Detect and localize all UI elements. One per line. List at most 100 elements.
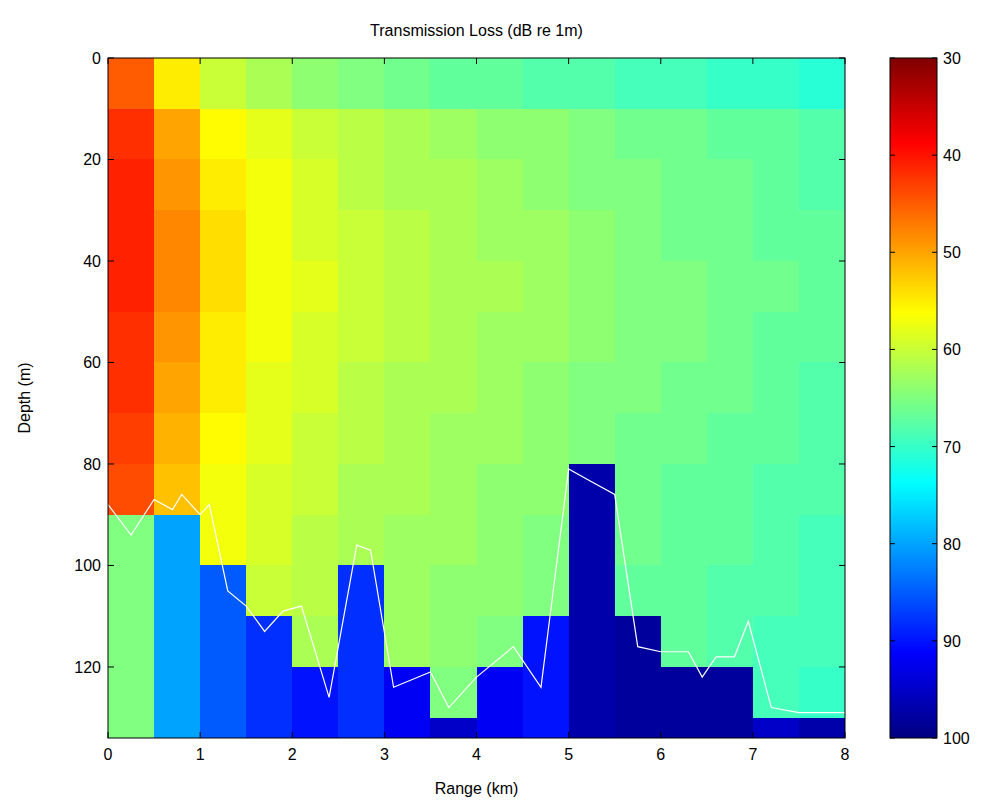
cell — [384, 210, 431, 261]
cell — [707, 413, 754, 464]
colorbar — [890, 58, 937, 738]
cell — [338, 667, 385, 718]
cell — [569, 616, 616, 667]
colorbar-tick — [932, 58, 937, 59]
cell — [707, 464, 754, 515]
cell — [753, 261, 800, 312]
cell — [154, 413, 201, 464]
cell — [338, 515, 385, 566]
cell — [753, 616, 800, 667]
cell — [200, 667, 247, 718]
cell — [246, 58, 293, 109]
cell — [246, 464, 293, 515]
colorbar-tick — [890, 640, 895, 641]
cell — [799, 718, 845, 738]
cell — [569, 667, 616, 718]
cell — [338, 159, 385, 210]
cell — [661, 616, 708, 667]
cell — [477, 464, 524, 515]
cell — [661, 464, 708, 515]
x-tick — [108, 58, 109, 64]
cell — [338, 718, 385, 738]
y-tick-label: 100 — [74, 557, 101, 574]
y-tick-label: 40 — [83, 253, 101, 270]
cell — [477, 515, 524, 566]
cell — [569, 515, 616, 566]
cell — [292, 413, 339, 464]
cell — [661, 413, 708, 464]
cell — [661, 109, 708, 160]
cell — [200, 159, 247, 210]
cell — [430, 58, 477, 109]
y-tick — [108, 159, 114, 160]
x-tick — [292, 732, 293, 738]
cell — [753, 464, 800, 515]
cell — [707, 210, 754, 261]
cell — [430, 159, 477, 210]
cell — [108, 464, 155, 515]
cell — [384, 616, 431, 667]
cell — [108, 667, 155, 718]
cell — [753, 159, 800, 210]
cell — [338, 109, 385, 160]
y-tick-label: 120 — [74, 659, 101, 676]
cell — [615, 616, 662, 667]
cell — [292, 109, 339, 160]
cell — [338, 261, 385, 312]
cell — [615, 565, 662, 616]
cell — [523, 312, 570, 363]
cell — [661, 565, 708, 616]
cell — [154, 159, 201, 210]
colorbar-tick — [890, 543, 895, 544]
cell — [615, 362, 662, 413]
cell — [384, 312, 431, 363]
cell — [154, 261, 201, 312]
cell — [338, 312, 385, 363]
cell — [477, 667, 524, 718]
cell — [523, 565, 570, 616]
x-tick — [292, 58, 293, 64]
cell — [200, 616, 247, 667]
cell — [246, 261, 293, 312]
cell — [384, 58, 431, 109]
cell — [753, 109, 800, 160]
cell — [523, 109, 570, 160]
cell — [108, 312, 155, 363]
cell — [292, 464, 339, 515]
x-tick-label: 8 — [841, 746, 850, 763]
cell — [200, 362, 247, 413]
colorbar-tick — [932, 543, 937, 544]
cell — [108, 515, 155, 566]
cell — [615, 312, 662, 363]
cell — [246, 718, 293, 738]
colorbar-tick-label: 50 — [943, 244, 961, 261]
x-axis-title: Range (km) — [435, 780, 519, 797]
colorbar-tick — [890, 446, 895, 447]
cell — [753, 413, 800, 464]
cell — [661, 718, 708, 738]
cell — [246, 616, 293, 667]
cell — [569, 210, 616, 261]
cell — [200, 515, 247, 566]
y-tick — [108, 565, 114, 566]
x-tick — [660, 58, 661, 64]
cell — [292, 616, 339, 667]
colorbar-tick — [932, 640, 937, 641]
colorbar-tick — [890, 58, 895, 59]
cell — [338, 413, 385, 464]
cell — [799, 159, 845, 210]
frame — [108, 58, 845, 738]
cell — [477, 58, 524, 109]
cell — [430, 667, 477, 718]
colorbar-tick — [890, 155, 895, 156]
cell — [338, 210, 385, 261]
cell — [799, 667, 845, 718]
cell — [246, 159, 293, 210]
colorbar-tick-label: 60 — [943, 341, 961, 358]
cell — [477, 210, 524, 261]
cell — [661, 362, 708, 413]
cell — [707, 312, 754, 363]
y-tick — [839, 362, 845, 363]
cell — [338, 362, 385, 413]
cell — [108, 210, 155, 261]
